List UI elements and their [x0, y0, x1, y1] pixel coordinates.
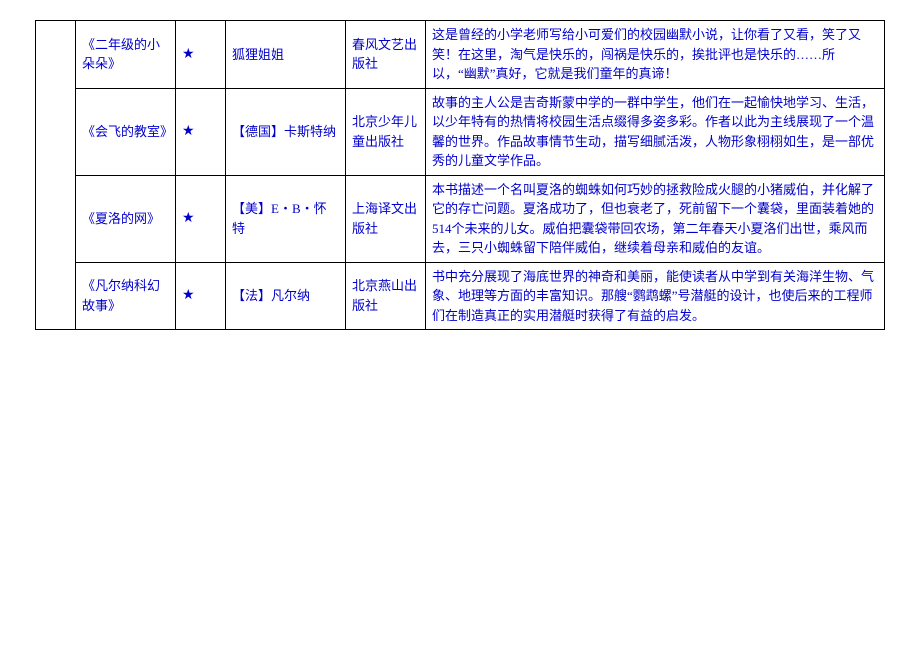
- book-title-cell: 《二年级的小朵朵》: [76, 21, 176, 89]
- author-cell: 【法】凡尔纳: [226, 262, 346, 330]
- table-row: 《夏洛的网》 ★ 【美】E・B・怀特 上海译文出版社 本书描述一个名叫夏洛的蜘蛛…: [36, 175, 885, 262]
- book-title-cell: 《凡尔纳科幻故事》: [76, 262, 176, 330]
- star-rating-cell: ★: [176, 21, 226, 89]
- publisher-cell: 北京少年儿童出版社: [346, 88, 426, 175]
- publisher-cell: 春风文艺出版社: [346, 21, 426, 89]
- book-title-cell: 《会飞的教室》: [76, 88, 176, 175]
- star-rating-cell: ★: [176, 262, 226, 330]
- description-cell: 书中充分展现了海底世界的神奇和美丽，能使读者从中学到有关海洋生物、气象、地理等方…: [426, 262, 885, 330]
- author-cell: 狐狸姐姐: [226, 21, 346, 89]
- table-row: 《会飞的教室》 ★ 【德国】卡斯特纳 北京少年儿童出版社 故事的主人公是吉奇斯蒙…: [36, 88, 885, 175]
- author-cell: 【美】E・B・怀特: [226, 175, 346, 262]
- table-row: 《凡尔纳科幻故事》 ★ 【法】凡尔纳 北京燕山出版社 书中充分展现了海底世界的神…: [36, 262, 885, 330]
- empty-category-cell: [36, 21, 76, 330]
- book-title-cell: 《夏洛的网》: [76, 175, 176, 262]
- description-cell: 这是曾经的小学老师写给小可爱们的校园幽默小说，让你看了又看，笑了又笑！在这里，淘…: [426, 21, 885, 89]
- table-row: 《二年级的小朵朵》 ★ 狐狸姐姐 春风文艺出版社 这是曾经的小学老师写给小可爱们…: [36, 21, 885, 89]
- star-rating-cell: ★: [176, 88, 226, 175]
- star-rating-cell: ★: [176, 175, 226, 262]
- publisher-cell: 北京燕山出版社: [346, 262, 426, 330]
- book-table: 《二年级的小朵朵》 ★ 狐狸姐姐 春风文艺出版社 这是曾经的小学老师写给小可爱们…: [35, 20, 885, 330]
- description-cell: 故事的主人公是吉奇斯蒙中学的一群中学生，他们在一起愉快地学习、生活，以少年特有的…: [426, 88, 885, 175]
- description-cell: 本书描述一个名叫夏洛的蜘蛛如何巧妙的拯救险成火腿的小猪威伯，并化解了它的存亡问题…: [426, 175, 885, 262]
- author-cell: 【德国】卡斯特纳: [226, 88, 346, 175]
- publisher-cell: 上海译文出版社: [346, 175, 426, 262]
